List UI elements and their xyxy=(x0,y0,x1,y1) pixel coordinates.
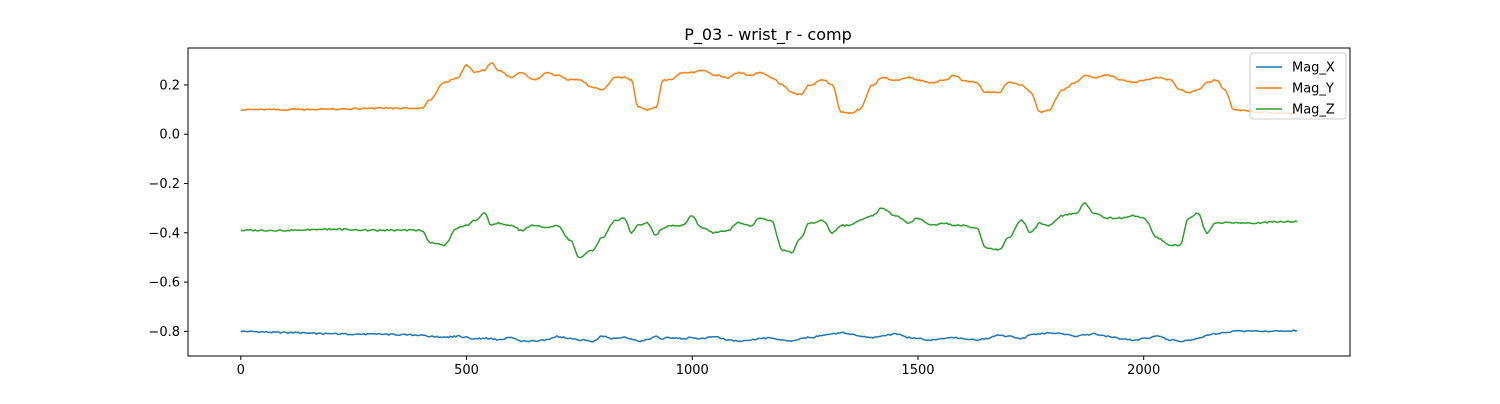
y-tick-label: 0.2 xyxy=(159,78,180,93)
y-tick-label: −0.4 xyxy=(148,226,180,241)
plot-area-frame xyxy=(187,47,1351,357)
x-tick-label: 1500 xyxy=(901,363,934,378)
x-tick-label: 2000 xyxy=(1127,363,1160,378)
chart-title: P_03 - wrist_r - comp xyxy=(684,25,852,45)
series-line-mag-x xyxy=(240,329,1298,343)
y-tick-label: −0.6 xyxy=(148,276,180,291)
y-tick-label: 0.0 xyxy=(159,128,180,143)
legend: Mag_X Mag_Y Mag_Z xyxy=(1249,52,1347,120)
x-tick-label: 1000 xyxy=(676,363,709,378)
legend-box xyxy=(1249,52,1347,120)
x-tick-label: 500 xyxy=(454,363,479,378)
legend-label: Mag_Z xyxy=(1292,103,1335,118)
y-tick-label: −0.8 xyxy=(148,325,180,340)
y-tick-label: −0.2 xyxy=(148,177,180,192)
x-tick-label: 0 xyxy=(237,363,245,378)
y-axis: −0.8 −0.6 −0.4 −0.2 0.0 0.2 xyxy=(148,78,188,340)
x-axis: 0 500 1000 1500 2000 xyxy=(237,356,1160,378)
series-line-mag-y xyxy=(240,62,1298,115)
series-line-mag-z xyxy=(240,202,1298,259)
legend-label: Mag_Y xyxy=(1292,82,1334,97)
legend-label: Mag_X xyxy=(1292,61,1335,76)
series-layer xyxy=(240,62,1298,343)
